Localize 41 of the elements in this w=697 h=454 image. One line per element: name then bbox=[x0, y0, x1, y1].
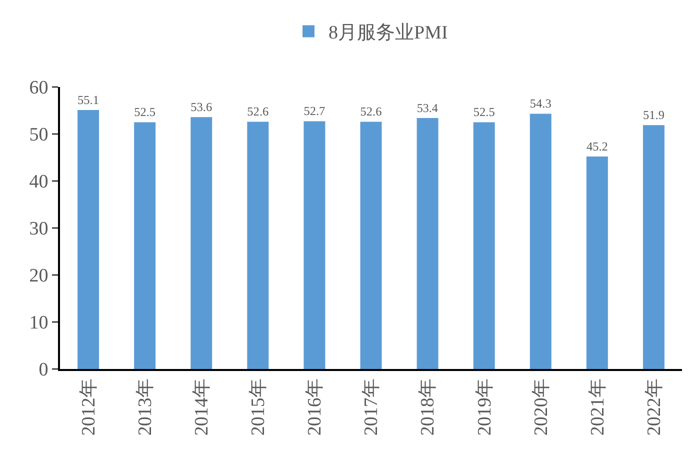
y-tick-label: 30 bbox=[29, 218, 48, 240]
x-tick-label: 2016年 bbox=[304, 378, 326, 436]
y-tick-label: 50 bbox=[29, 124, 48, 146]
bar bbox=[642, 125, 664, 369]
y-tick-label: 60 bbox=[29, 78, 48, 99]
x-tick-label: 2018年 bbox=[418, 378, 439, 436]
data-label: 52.6 bbox=[360, 104, 382, 119]
data-label: 52.5 bbox=[473, 105, 495, 120]
x-tick-label: 2013年 bbox=[134, 378, 156, 436]
x-tick-label: 2020年 bbox=[530, 378, 552, 436]
x-tick-label: 2015年 bbox=[248, 378, 270, 436]
x-tick-label: 2012年 bbox=[78, 378, 100, 436]
y-tick-label: 20 bbox=[29, 266, 48, 287]
x-tick-label: 2019年 bbox=[474, 378, 496, 436]
y-tick-label: 0 bbox=[38, 360, 48, 381]
data-label: 54.3 bbox=[530, 96, 552, 111]
bar bbox=[304, 121, 326, 369]
bar bbox=[586, 156, 608, 369]
data-label: 52.7 bbox=[304, 104, 326, 118]
bar bbox=[134, 122, 156, 369]
bar bbox=[78, 110, 100, 369]
bar bbox=[190, 117, 212, 369]
bar bbox=[247, 122, 269, 369]
x-tick-label: 2017年 bbox=[361, 378, 382, 436]
x-tick-label: 2022年 bbox=[644, 378, 665, 436]
legend-label: 8月服务业PMI bbox=[328, 22, 448, 44]
y-tick-label: 10 bbox=[29, 312, 48, 334]
data-label: 52.5 bbox=[134, 105, 156, 120]
data-label: 53.4 bbox=[416, 100, 438, 115]
y-tick-label: 40 bbox=[29, 172, 48, 193]
x-tick-label: 2021年 bbox=[587, 378, 608, 436]
data-label: 45.2 bbox=[586, 139, 608, 154]
bar bbox=[530, 114, 552, 369]
bar bbox=[416, 118, 438, 369]
bar bbox=[473, 122, 495, 369]
data-label: 55.1 bbox=[78, 92, 100, 107]
data-label: 52.6 bbox=[247, 104, 269, 119]
data-label: 51.9 bbox=[642, 108, 664, 122]
x-tick-label: 2014年 bbox=[192, 378, 213, 436]
bar bbox=[360, 122, 382, 369]
data-label: 53.6 bbox=[190, 100, 212, 114]
